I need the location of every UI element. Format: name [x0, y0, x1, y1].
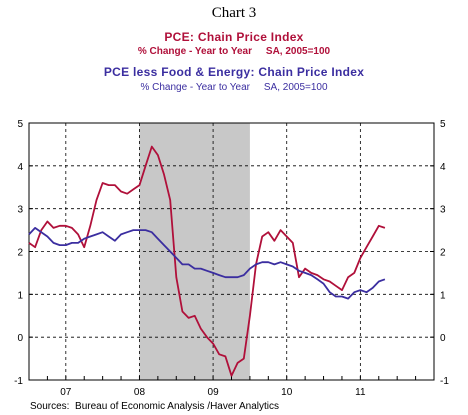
x-tick-label: 10: [281, 387, 293, 398]
y-tick-label-left: 1: [17, 290, 23, 301]
series-title-core: PCE less Food & Energy: Chain Price Inde…: [103, 65, 365, 79]
y-tick-label-right: 5: [440, 119, 446, 130]
series-subtitle-core: % Change - Year to Year SA, 2005=100: [140, 82, 328, 93]
x-tick-label: 11: [355, 387, 366, 398]
x-tick-label: 08: [134, 387, 146, 398]
series-line-pce: [28, 145, 386, 377]
y-tick-label-left: 2: [17, 248, 23, 259]
y-tick-label-left: 3: [17, 205, 23, 216]
y-tick-label-right: 2: [440, 248, 446, 259]
y-tick-label-left: 4: [17, 162, 23, 173]
y-tick-label-right: -1: [440, 376, 449, 387]
y-tick-label-right: 1: [440, 290, 446, 301]
y-tick-label-right: 4: [440, 162, 446, 173]
page-title: Chart 3: [211, 5, 257, 21]
y-tick-label-right: 0: [440, 333, 446, 344]
y-tick-label-right: 3: [440, 205, 446, 216]
series-title-pce: PCE: Chain Price Index: [164, 30, 304, 44]
x-tick-label: 09: [208, 387, 220, 398]
y-tick-label-left: 0: [17, 333, 23, 344]
series-line-core: [28, 226, 386, 300]
x-tick-label: 07: [60, 387, 72, 398]
series-subtitle-pce: % Change - Year to Year SA, 2005=100: [137, 46, 331, 57]
y-tick-label-left: 5: [17, 119, 23, 130]
y-tick-label-left: -1: [14, 376, 23, 387]
source-note: Sources: Bureau of Economic Analysis /Ha…: [30, 401, 280, 412]
